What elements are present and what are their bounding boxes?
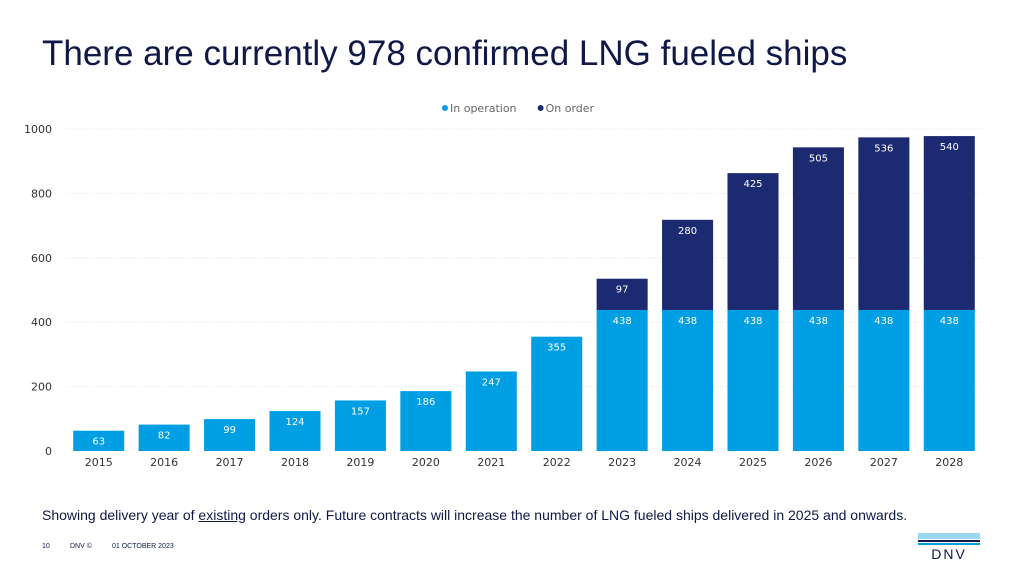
logo-stripe-light: [918, 533, 980, 539]
data-label-in-operation-2017: 99: [223, 425, 236, 436]
logo-stripe-blue: [918, 543, 980, 545]
bar-in-operation-2028: [923, 309, 975, 451]
data-label-in-operation-2026: 438: [809, 316, 828, 327]
x-tick-label-2016: 2016: [150, 456, 178, 469]
data-label-on-order-2026: 505: [809, 153, 828, 164]
bar-on-order-2025: [727, 173, 779, 310]
bar-in-operation-2018: [269, 411, 321, 451]
data-label-on-order-2024: 280: [678, 226, 697, 237]
bar-on-order-2027: [858, 137, 910, 310]
data-label-in-operation-2021: 247: [482, 377, 501, 388]
bar-in-operation-2017: [204, 419, 256, 451]
y-tick-label-1000: 1000: [24, 123, 52, 136]
y-tick-label-400: 400: [31, 316, 52, 329]
x-tick-label-2021: 2021: [477, 456, 505, 469]
chart-gridlines: [66, 128, 982, 388]
bar-in-operation-2027: [858, 309, 910, 451]
legend-label-on-order: On order: [546, 102, 595, 115]
x-tick-label-2023: 2023: [608, 456, 636, 469]
x-tick-label-2015: 2015: [85, 456, 113, 469]
slide-title: There are currently 978 confirmed LNG fu…: [42, 34, 848, 73]
legend-marker-in-operation: [442, 105, 448, 111]
copyright: DNV ©: [70, 543, 92, 550]
chart-legend: In operation On order: [442, 102, 595, 115]
data-label-in-operation-2023: 438: [613, 316, 632, 327]
data-label-in-operation-2018: 124: [285, 417, 304, 428]
bar-in-operation-2016: [138, 424, 190, 451]
y-tick-label-600: 600: [31, 252, 52, 265]
legend-label-in-operation: In operation: [450, 102, 517, 115]
data-label-in-operation-2019: 157: [351, 406, 370, 417]
data-label-on-order-2025: 425: [743, 179, 762, 190]
x-tick-label-2018: 2018: [281, 456, 309, 469]
logo-text: DNV: [931, 546, 967, 562]
x-tick-label-2026: 2026: [804, 456, 832, 469]
x-tick-label-2022: 2022: [543, 456, 571, 469]
bar-in-operation-2015: [73, 430, 125, 451]
footnote-text-before: Showing delivery year of: [42, 507, 199, 523]
chart-bars: 63 82 99 124 157 186 247 355 438 97 438 280 438 425 43…: [73, 136, 975, 451]
y-tick-label-0: 0: [45, 445, 52, 458]
data-label-in-operation-2022: 355: [547, 343, 566, 354]
page-number: 10: [42, 543, 50, 550]
data-label-in-operation-2015: 63: [92, 437, 105, 448]
bar-on-order-2023: [596, 278, 648, 310]
data-label-on-order-2027: 536: [874, 143, 893, 154]
y-axis: 0 200 400 600 800 1000: [24, 123, 52, 458]
x-tick-label-2024: 2024: [674, 456, 702, 469]
x-tick-label-2027: 2027: [870, 456, 898, 469]
data-label-in-operation-2024: 438: [678, 316, 697, 327]
bar-in-operation-2024: [662, 309, 714, 451]
footnote-underlined-word: existing: [198, 507, 246, 523]
data-label-in-operation-2025: 438: [743, 316, 762, 327]
bar-on-order-2028: [923, 136, 975, 310]
data-label-in-operation-2016: 82: [158, 431, 171, 442]
bar-in-operation-2022: [531, 336, 583, 451]
footnote-text-after: orders only. Future contracts will incre…: [245, 507, 908, 523]
x-tick-label-2019: 2019: [346, 456, 374, 469]
x-tick-label-2017: 2017: [216, 456, 244, 469]
bar-in-operation-2026: [792, 309, 844, 451]
footnote: Showing delivery year of existing orders…: [42, 507, 907, 523]
data-label-in-operation-2020: 186: [416, 397, 435, 408]
dnv-logo: DNV: [918, 533, 980, 563]
x-tick-label-2020: 2020: [412, 456, 440, 469]
bar-in-operation-2025: [727, 309, 779, 451]
data-label-on-order-2028: 540: [940, 142, 959, 153]
data-label-on-order-2023: 97: [616, 285, 629, 296]
bar-in-operation-2019: [334, 400, 386, 451]
bar-on-order-2024: [662, 219, 714, 310]
x-axis: 2015 2016 2017 2018 2019 2020 2021 2022 2023 2024…: [85, 456, 964, 469]
data-label-in-operation-2028: 438: [940, 316, 959, 327]
bar-in-operation-2023: [596, 309, 648, 451]
x-tick-label-2025: 2025: [739, 456, 767, 469]
footer-date: 01 OCTOBER 2023: [112, 543, 174, 550]
data-label-in-operation-2027: 438: [874, 316, 893, 327]
stacked-bar-chart: In operation On order 0 200 400 600 800 1000 6…: [24, 102, 982, 469]
logo-stripe-navy: [918, 540, 980, 542]
y-tick-label-800: 800: [31, 187, 52, 200]
bar-in-operation-2020: [400, 391, 452, 451]
bar-in-operation-2021: [465, 371, 517, 451]
legend-marker-on-order: [537, 105, 544, 111]
x-tick-label-2028: 2028: [935, 456, 963, 469]
y-tick-label-200: 200: [31, 381, 52, 394]
bar-on-order-2026: [792, 147, 844, 310]
